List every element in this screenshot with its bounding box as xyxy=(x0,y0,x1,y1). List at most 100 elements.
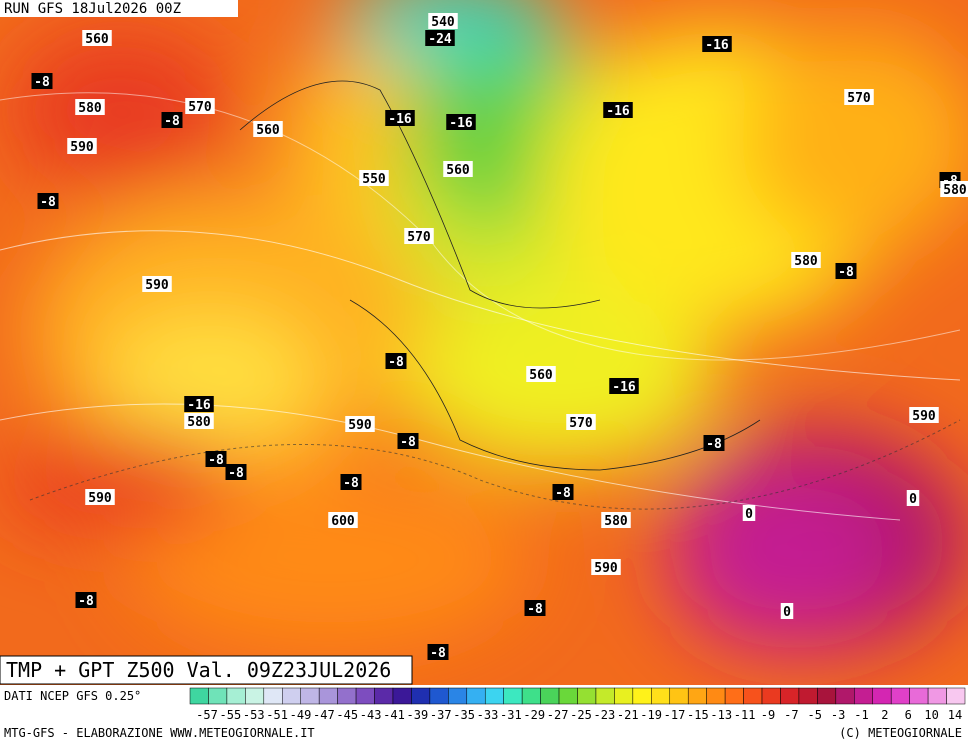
scale-swatch xyxy=(541,688,559,704)
scale-label: -37 xyxy=(430,708,452,722)
scale-label: -9 xyxy=(761,708,775,722)
contour-label: 580 xyxy=(794,254,818,269)
contour-label: -8 xyxy=(527,602,543,617)
scale-swatch xyxy=(780,688,798,704)
scale-swatch xyxy=(393,688,411,704)
scale-swatch xyxy=(411,688,429,704)
scale-label: -19 xyxy=(640,708,662,722)
contour-label: -8 xyxy=(34,75,50,90)
scale-label: -17 xyxy=(664,708,686,722)
scale-label: 6 xyxy=(905,708,912,722)
scale-label: -15 xyxy=(687,708,709,722)
scale-swatch xyxy=(670,688,688,704)
scale-label: -1 xyxy=(854,708,868,722)
scale-swatch xyxy=(227,688,245,704)
scale-label: -51 xyxy=(266,708,288,722)
contour-label: -16 xyxy=(612,380,636,395)
contour-label: -16 xyxy=(449,116,473,131)
scale-swatch xyxy=(614,688,632,704)
scale-label: -5 xyxy=(808,708,822,722)
scale-swatch xyxy=(854,688,872,704)
contour-label: 560 xyxy=(446,163,470,178)
scale-label: -35 xyxy=(453,708,475,722)
scale-swatch xyxy=(688,688,706,704)
contour-label: 600 xyxy=(331,514,355,529)
scale-swatch xyxy=(319,688,337,704)
scale-label: -47 xyxy=(313,708,335,722)
scale-swatch xyxy=(522,688,540,704)
contour-label: 590 xyxy=(912,409,936,424)
scale-swatch xyxy=(947,688,965,704)
scale-label: -45 xyxy=(336,708,358,722)
scale-swatch xyxy=(651,688,669,704)
scale-swatch xyxy=(891,688,909,704)
scale-swatch xyxy=(190,688,208,704)
scale-swatch xyxy=(208,688,226,704)
contour-label: 570 xyxy=(847,91,871,106)
contour-label: 560 xyxy=(85,32,109,47)
scale-label: -27 xyxy=(547,708,569,722)
scale-swatch xyxy=(836,688,854,704)
map-title: TMP + GPT Z500 Val. 09Z23JUL2026 xyxy=(6,658,391,682)
scale-label: -41 xyxy=(383,708,405,722)
contour-label: 590 xyxy=(348,418,372,433)
scale-swatch xyxy=(744,688,762,704)
scale-swatch xyxy=(762,688,780,704)
contour-label: 590 xyxy=(88,491,112,506)
scale-swatch xyxy=(928,688,946,704)
contour-label: -8 xyxy=(706,437,722,452)
scale-label: -53 xyxy=(243,708,265,722)
scale-label: 10 xyxy=(924,708,938,722)
scale-swatch xyxy=(707,688,725,704)
contour-label: 580 xyxy=(604,514,628,529)
scale-swatch xyxy=(578,688,596,704)
scale-label: -29 xyxy=(523,708,545,722)
contour-label: 570 xyxy=(569,416,593,431)
run-label: RUN GFS 18Jul2026 00Z xyxy=(4,1,181,17)
contour-label: 0 xyxy=(783,605,791,620)
scale-swatch xyxy=(467,688,485,704)
contour-label: 0 xyxy=(909,492,917,507)
scale-swatch xyxy=(799,688,817,704)
source: DATI NCEP GFS 0.25° xyxy=(4,689,141,703)
scale-label: -25 xyxy=(570,708,592,722)
scale-swatch xyxy=(504,688,522,704)
scale-label: -33 xyxy=(477,708,499,722)
contour-label: 560 xyxy=(256,123,280,138)
contour-label: -16 xyxy=(606,104,630,119)
contour-label: 590 xyxy=(145,278,169,293)
contour-label: -8 xyxy=(208,453,224,468)
scale-swatch xyxy=(282,688,300,704)
color-scale: -57-55-53-51-49-47-45-43-41-39-37-35-33-… xyxy=(190,688,965,722)
scale-label: -31 xyxy=(500,708,522,722)
contour-label: -8 xyxy=(555,486,571,501)
scale-label: -57 xyxy=(196,708,218,722)
contour-label: -8 xyxy=(400,435,416,450)
scale-label: -21 xyxy=(617,708,639,722)
contour-label: 560 xyxy=(529,368,553,383)
scale-swatch xyxy=(356,688,374,704)
scale-label: -3 xyxy=(831,708,845,722)
scale-label: -55 xyxy=(220,708,242,722)
contour-label: -8 xyxy=(838,265,854,280)
scale-label: -7 xyxy=(784,708,798,722)
scale-swatch xyxy=(633,688,651,704)
scale-label: -13 xyxy=(710,708,732,722)
contour-label: 590 xyxy=(70,140,94,155)
contour-label: -8 xyxy=(78,594,94,609)
scale-swatch xyxy=(910,688,928,704)
contour-label: -8 xyxy=(388,355,404,370)
scale-swatch xyxy=(245,688,263,704)
scale-swatch xyxy=(264,688,282,704)
credit: MTG-GFS - ELABORAZIONE WWW.METEOGIORNALE… xyxy=(4,726,315,740)
contour-label: 540 xyxy=(431,15,455,30)
contour-label: 580 xyxy=(187,415,211,430)
contour-label: 580 xyxy=(78,101,102,116)
contour-label: 590 xyxy=(594,561,618,576)
scale-swatch xyxy=(485,688,503,704)
contour-label: -8 xyxy=(228,466,244,481)
scale-swatch xyxy=(430,688,448,704)
scale-label: 14 xyxy=(948,708,962,722)
contour-label: -8 xyxy=(40,195,56,210)
